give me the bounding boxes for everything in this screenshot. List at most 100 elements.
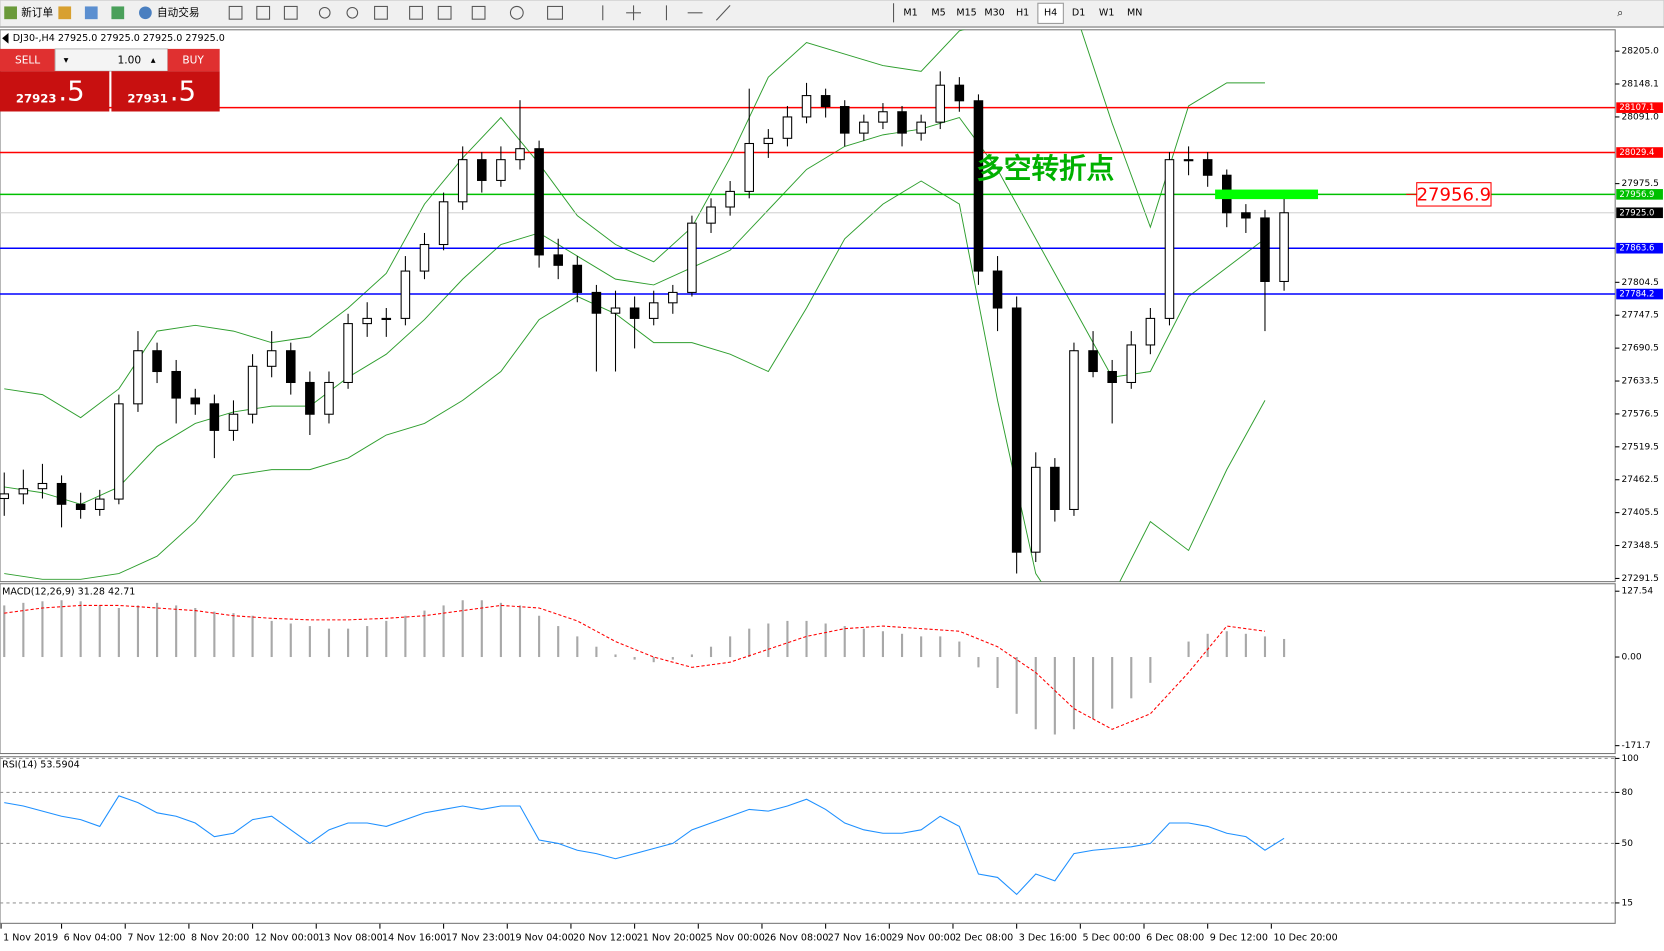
timeframe-button[interactable]: W1 (1099, 7, 1115, 18)
timeframe-button[interactable]: H4 (1044, 7, 1057, 18)
candle-body (419, 243, 430, 272)
level-tag (1616, 207, 1663, 219)
timeframe-button[interactable]: M15 (956, 7, 976, 18)
y-tick-label: 27462.5 (1622, 475, 1659, 485)
chart-title: DJ30-,H4 27925.0 27925.0 27925.0 27925.0 (13, 33, 225, 44)
tool-icon[interactable] (409, 5, 423, 20)
time-label: 9 Dec 12:00 (1210, 933, 1268, 944)
sell-price-box[interactable] (0, 71, 110, 112)
chart-menu-icon[interactable] (2, 32, 9, 44)
candle-body (648, 302, 659, 319)
zoom-in-icon[interactable] (318, 6, 331, 19)
candle-body (801, 95, 812, 118)
time-label: 2 Dec 08:00 (955, 933, 1013, 944)
y-tick-label: 28148.1 (1622, 79, 1659, 89)
toolbar-icon[interactable] (58, 6, 72, 20)
candle-body (0, 493, 10, 500)
candle-body (992, 270, 1003, 309)
buy-label: BUY (182, 54, 204, 67)
candle-body (1241, 212, 1251, 219)
new-order-icon[interactable] (4, 6, 17, 20)
zoom-out-icon[interactable] (346, 6, 359, 19)
timeframe-button[interactable]: M30 (984, 7, 1004, 18)
level-tag (1616, 102, 1663, 113)
candle-body (1164, 159, 1175, 319)
y-tick-label: 27291.5 (1622, 574, 1659, 584)
volume-value[interactable]: 1.00 (118, 54, 142, 67)
timeframe-button[interactable]: M1 (903, 7, 917, 18)
sell-button[interactable] (0, 48, 56, 72)
time-label: 5 Dec 00:00 (1082, 933, 1140, 944)
y-tick-label: 27804.5 (1622, 278, 1659, 288)
timeframe-button[interactable]: D1 (1072, 7, 1085, 18)
buy-button[interactable] (167, 48, 220, 72)
candle-body (820, 95, 831, 108)
toolbar-icon[interactable] (84, 6, 98, 20)
pivot-label: 27956.9 (1417, 184, 1492, 205)
auto-trading-icon[interactable] (139, 6, 152, 20)
level-tag-label: 27956.9 (1619, 189, 1654, 199)
candle-body (18, 488, 29, 495)
y-tick-label: 100 (1622, 754, 1639, 764)
tool-icon[interactable] (374, 5, 388, 20)
macd-signal (4, 604, 1266, 730)
candle-body (400, 270, 411, 319)
candle-body (1011, 307, 1022, 553)
auto-trading-button[interactable]: 自动交易 (157, 6, 199, 19)
toolbar-icon[interactable] (111, 6, 125, 20)
candle-body (859, 121, 869, 134)
tool-icon[interactable] (437, 5, 452, 20)
tool-icon[interactable] (256, 5, 271, 20)
candle-body (1126, 344, 1137, 384)
candle-body (305, 381, 315, 415)
time-label: 10 Dec 20:00 (1273, 933, 1337, 944)
new-order-button[interactable]: 新订单 (21, 6, 53, 19)
plots: 28205.0 28148.1 28091.0 27975.5 27804.5 27747… (0, 29, 1663, 944)
candle-body (362, 317, 372, 325)
candle-body (286, 350, 296, 384)
candle-body (1202, 159, 1213, 176)
candle-body (744, 142, 755, 192)
candle-body (1260, 217, 1270, 282)
candle-body (324, 381, 334, 415)
time-label: 14 Nov 16:00 (382, 933, 446, 944)
candle-body (763, 137, 774, 145)
tool-icon[interactable] (283, 5, 298, 20)
toolbar (0, 0, 1664, 28)
timeframe-button[interactable]: M5 (931, 7, 945, 18)
candle-body (247, 365, 258, 415)
pivot-marker (1215, 189, 1319, 200)
volume-down[interactable]: ▾ (64, 55, 69, 66)
candle-body (477, 159, 487, 181)
level-tag (1616, 147, 1663, 158)
candle-body (1088, 350, 1098, 373)
panel-frame (0, 583, 1616, 755)
y-tick-label: 27576.5 (1622, 409, 1659, 419)
time-label: 19 Nov 04:00 (509, 933, 573, 944)
candle-body (152, 350, 162, 373)
y-tick-label: 27975.5 (1622, 179, 1659, 189)
candle-body (75, 503, 86, 510)
candle-body (1050, 466, 1060, 510)
indicator-title: RSI(14) 53.5904 (2, 760, 80, 771)
buy-price: 27931 (127, 91, 168, 105)
buy-price-box[interactable] (111, 71, 220, 112)
toolbar-tools (228, 3, 895, 23)
candle-body (266, 350, 277, 367)
panel-frame (0, 29, 1616, 583)
candle-body (629, 307, 640, 319)
search-icon[interactable]: ⌕ (1617, 6, 1623, 19)
trendline-icon[interactable] (715, 5, 731, 21)
time-label: 7 Nov 12:00 (127, 933, 185, 944)
active-timeframe (1037, 2, 1064, 24)
tool-icon[interactable] (509, 5, 524, 20)
volume-up[interactable]: ▴ (151, 55, 156, 66)
tool-icon[interactable] (228, 5, 243, 20)
candle-body (572, 264, 583, 293)
timeframe-button[interactable]: MN (1127, 7, 1142, 18)
timeframe-button[interactable]: H1 (1016, 7, 1029, 18)
time-label: 27 Nov 16:00 (828, 933, 892, 944)
tool-icon[interactable] (471, 5, 486, 20)
candle-body (1145, 317, 1156, 346)
tool-icon[interactable] (547, 5, 563, 20)
